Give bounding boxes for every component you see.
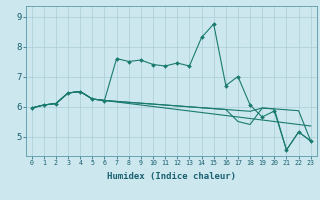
X-axis label: Humidex (Indice chaleur): Humidex (Indice chaleur) [107,172,236,181]
